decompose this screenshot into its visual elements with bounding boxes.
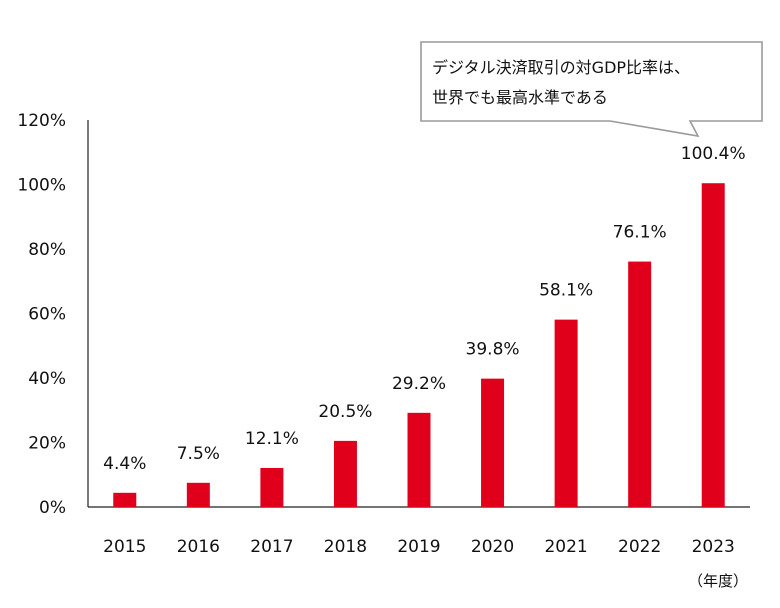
- bar-2015: [113, 492, 137, 507]
- x-axis-unit-label: （年度）: [688, 572, 748, 590]
- value-label-2021: 58.1%: [539, 281, 593, 301]
- value-label-2017: 12.1%: [245, 429, 299, 449]
- x-tick-label-2018: 2018: [324, 537, 367, 557]
- x-tick-label-2023: 2023: [692, 537, 735, 557]
- x-tick-label-2017: 2017: [250, 537, 293, 557]
- value-label-2019: 29.2%: [392, 374, 446, 394]
- bar-2018: [333, 440, 357, 507]
- value-label-2023: 100.4%: [681, 144, 746, 164]
- annotation-callout: デジタル決済取引の対GDP比率は、 世界でも最高水準である: [420, 41, 763, 138]
- callout-box: [420, 41, 763, 138]
- callout-text-line-2: 世界でも最高水準である: [432, 88, 608, 107]
- bar-2020: [481, 378, 505, 507]
- y-tick-label: 60%: [28, 305, 66, 325]
- bar-2022: [628, 261, 652, 507]
- x-tick-label-2019: 2019: [397, 537, 440, 557]
- bar-2016: [186, 482, 210, 507]
- y-tick-labels: 0% 20% 40% 60% 80% 100% 120%: [17, 111, 66, 518]
- value-label-2015: 4.4%: [103, 454, 146, 474]
- x-tick-label-2022: 2022: [618, 537, 661, 557]
- y-tick-label: 40%: [28, 369, 66, 389]
- bar-2019: [407, 412, 431, 507]
- x-tick-label-2021: 2021: [544, 537, 587, 557]
- y-tick-label: 80%: [28, 240, 66, 260]
- value-labels: 4.4% 7.5% 12.1% 20.5% 29.2% 39.8% 58.1% 76.1% 10…: [103, 144, 745, 474]
- bar-2023: [701, 183, 725, 507]
- bar-2017: [260, 467, 284, 507]
- y-tick-label: 120%: [17, 111, 66, 131]
- value-label-2016: 7.5%: [177, 444, 220, 464]
- x-tick-label-2020: 2020: [471, 537, 514, 557]
- y-tick-label: 20%: [28, 434, 66, 454]
- y-tick-label: 0%: [39, 498, 66, 518]
- bars: [113, 183, 725, 507]
- value-label-2022: 76.1%: [613, 223, 667, 243]
- x-tick-label-2015: 2015: [103, 537, 146, 557]
- value-label-2018: 20.5%: [318, 402, 372, 422]
- x-tick-label-2016: 2016: [177, 537, 220, 557]
- x-tick-labels: 2015 2016 2017 2018 2019 2020 2021 2022 2023: [103, 537, 735, 557]
- y-tick-label: 100%: [17, 176, 66, 196]
- value-label-2020: 39.8%: [466, 340, 520, 360]
- bar-2021: [554, 319, 578, 507]
- callout-text-line-1: デジタル決済取引の対GDP比率は、: [432, 58, 690, 77]
